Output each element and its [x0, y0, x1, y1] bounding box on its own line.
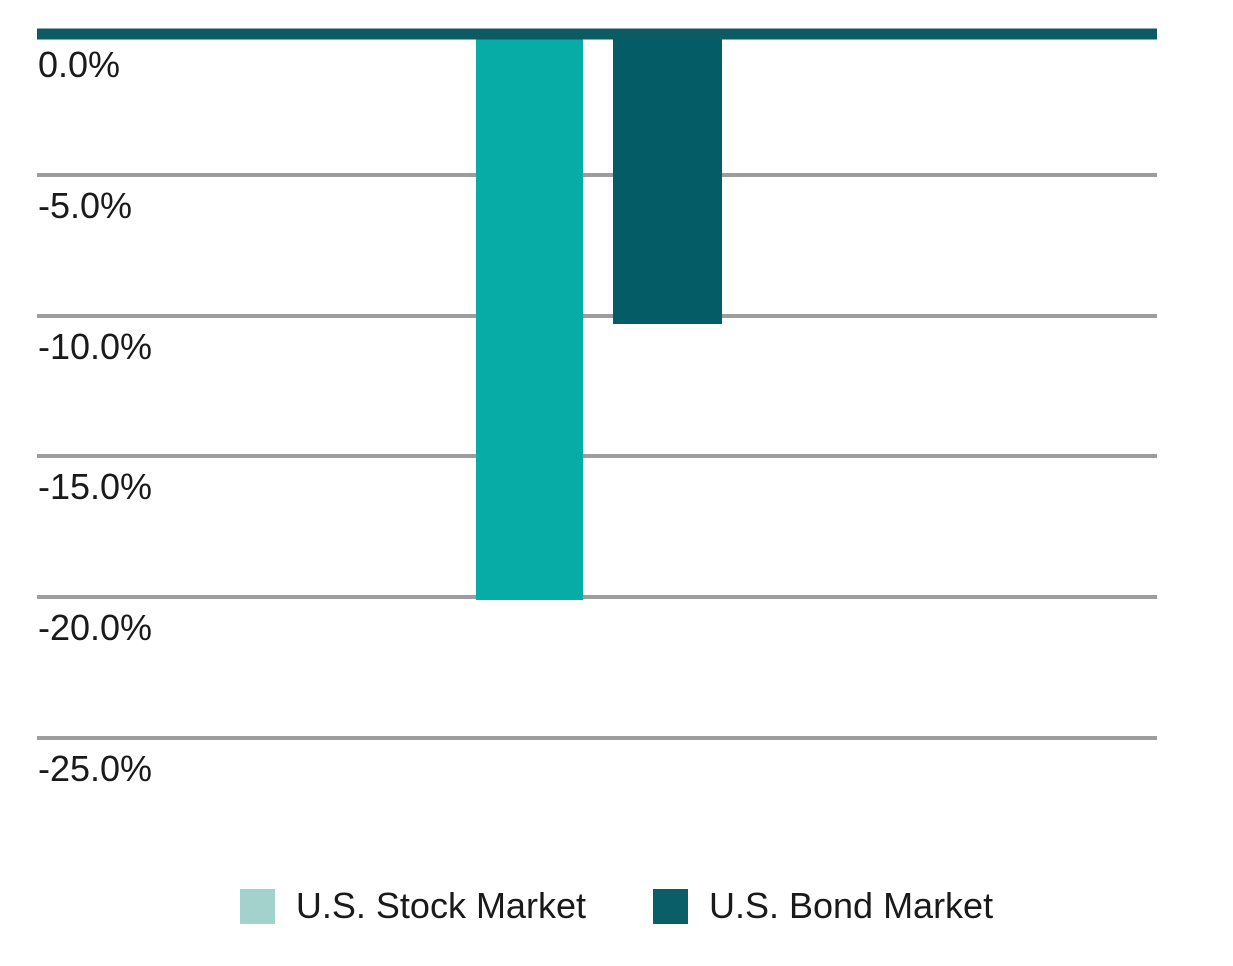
gridline: [37, 454, 1157, 459]
legend-swatch-us-stock-market: [239, 888, 275, 924]
bar-us-stock-market: [476, 34, 583, 601]
gridline: [37, 313, 1157, 318]
legend-label-us-bond-market: U.S. Bond Market: [708, 885, 994, 926]
y-tick-label: -10.0%: [38, 325, 153, 367]
y-tick-label: -25.0%: [38, 748, 153, 789]
gridline: [37, 172, 1157, 177]
bar-us-bond-market: [613, 34, 722, 325]
legend-swatch-us-bond-market: [652, 888, 688, 924]
y-tick-label: -5.0%: [38, 184, 133, 226]
gridline: [37, 595, 1157, 600]
plot-area: 0.0% -5.0% -10.0% -15.0% -20.0% -25.0%: [37, 28, 1157, 788]
gridline: [37, 736, 1157, 740]
legend-item-us-stock-market: U.S. Stock Market: [239, 885, 586, 926]
legend-label-us-stock-market: U.S. Stock Market: [295, 885, 586, 926]
zero-axis-line: [37, 28, 1157, 40]
y-tick-label: -15.0%: [38, 466, 153, 508]
legend-item-us-bond-market: U.S. Bond Market: [652, 885, 994, 926]
y-tick-label: -20.0%: [38, 607, 153, 649]
legend: U.S. Stock Market U.S. Bond Market: [0, 888, 1233, 924]
y-tick-label: 0.0%: [38, 44, 121, 85]
